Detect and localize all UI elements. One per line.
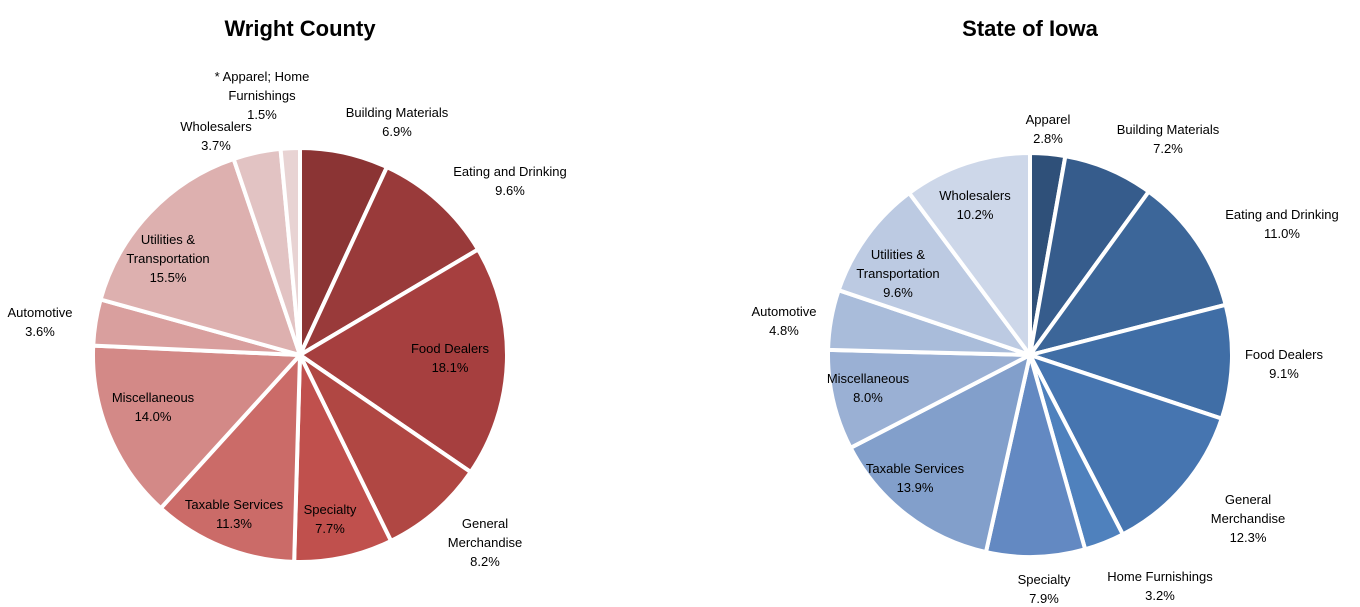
slice-name: Taxable Services: [184, 497, 284, 512]
slice-name: Building Materials: [1116, 122, 1220, 137]
pie-slice: [907, 151, 1032, 357]
pie-slice: [298, 247, 509, 475]
slice-value: 13.9%: [896, 480, 934, 495]
slice-value: 7.2%: [1153, 141, 1183, 156]
slice-name: Automotive: [751, 304, 817, 319]
slice-label: Automotive 3.6%: [0, 303, 85, 341]
slice-name: Wholesalers: [180, 119, 252, 134]
slice-name: Eating and Drinking: [1225, 207, 1339, 222]
pie-slice: [1028, 302, 1234, 421]
slice-label: Wholesalers 3.7%: [166, 117, 266, 155]
slice-label: Building Materials 6.9%: [327, 103, 467, 141]
slice-value: 11.0%: [1264, 226, 1300, 241]
slice-label: General Merchandise 12.3%: [1203, 490, 1293, 547]
slice-label: Wholesalers 10.2%: [925, 186, 1025, 224]
slice-value: 9.6%: [883, 285, 913, 300]
slice-value: 10.2%: [956, 207, 994, 222]
pie-slice: [848, 353, 1032, 555]
slice-value: 9.1%: [1269, 366, 1299, 381]
slice-label: Utilities & Transportation 15.5%: [113, 230, 223, 287]
slice-name: Specialty: [1017, 572, 1071, 587]
slice-value: 3.6%: [25, 324, 55, 339]
slice-name: Utilities & Transportation: [126, 232, 210, 266]
slice-label: Apparel 2.8%: [1008, 110, 1088, 148]
slice-label: Automotive 4.8%: [739, 302, 829, 340]
slice-value: 11.3%: [216, 516, 252, 531]
slice-value: 7.9%: [1029, 591, 1059, 606]
pie-slice: [298, 165, 481, 357]
slice-label: Miscellaneous 14.0%: [93, 388, 213, 426]
slice-value: 3.2%: [1145, 588, 1175, 603]
slice-name: Utilities & Transportation: [856, 247, 940, 281]
pie-slice: [298, 353, 473, 543]
slice-name: Taxable Services: [865, 461, 965, 476]
slice-name: Specialty: [303, 502, 357, 517]
slice-label: Food Dealers 9.1%: [1234, 345, 1334, 383]
slice-value: 1.5%: [247, 107, 277, 122]
slice-label: Building Materials 7.2%: [1098, 120, 1238, 158]
slice-value: 12.3%: [1229, 530, 1267, 545]
pie-slice: [836, 191, 1032, 357]
pie-slice: [158, 353, 302, 564]
slice-name: Food Dealers: [410, 341, 490, 356]
slice-label: Utilities & Transportation 9.6%: [843, 245, 953, 302]
slice-name: Wholesalers: [939, 188, 1011, 203]
pie-slice: [91, 343, 302, 511]
slice-label: Specialty 7.9%: [1004, 570, 1084, 607]
slice-label: Eating and Drinking 11.0%: [1207, 205, 1357, 243]
slice-label: Food Dealers 18.1%: [400, 339, 500, 377]
slice-label: Taxable Services 13.9%: [850, 459, 980, 497]
slice-value: 2.8%: [1033, 131, 1063, 146]
slice-name: Food Dealers: [1244, 347, 1324, 362]
slice-value: 3.7%: [201, 138, 231, 153]
slice-name: Automotive: [7, 305, 73, 320]
slice-name: Home Furnishings: [1107, 569, 1213, 584]
slice-value: 4.8%: [769, 323, 799, 338]
slice-name: Miscellaneous: [111, 390, 195, 405]
slice-name: * Apparel; Home Furnishings: [214, 69, 310, 103]
slice-label: Specialty 7.7%: [295, 500, 365, 538]
chart-title: Wright County: [224, 16, 376, 41]
slice-name: Building Materials: [345, 105, 449, 120]
slice-label: General Merchandise 8.2%: [435, 514, 535, 571]
slice-value: 6.9%: [382, 124, 412, 139]
pie-slice: [1028, 353, 1224, 537]
pie-slice: [278, 146, 302, 357]
slice-label: * Apparel; Home Furnishings 1.5%: [202, 67, 322, 124]
slice-value: 8.0%: [853, 390, 883, 405]
slice-value: 7.7%: [315, 521, 345, 536]
chart-title: State of Iowa: [962, 16, 1098, 41]
slice-name: General Merchandise: [447, 516, 523, 550]
slice-label: Miscellaneous 8.0%: [813, 369, 923, 407]
slice-name: Eating and Drinking: [453, 164, 567, 179]
slice-label: Eating and Drinking 9.6%: [435, 162, 585, 200]
slice-label: Home Furnishings 3.2%: [1090, 567, 1230, 605]
slice-value: 15.5%: [149, 270, 187, 285]
slice-name: Miscellaneous: [826, 371, 910, 386]
slice-value: 8.2%: [470, 554, 500, 569]
slice-name: General Merchandise: [1210, 492, 1286, 526]
slice-label: Taxable Services 11.3%: [169, 495, 299, 533]
slice-value: 18.1%: [431, 360, 469, 375]
slice-value: 14.0%: [134, 409, 172, 424]
slice-name: Apparel: [1025, 112, 1071, 127]
pie-slice: [1028, 189, 1228, 357]
slice-value: 9.6%: [495, 183, 525, 198]
